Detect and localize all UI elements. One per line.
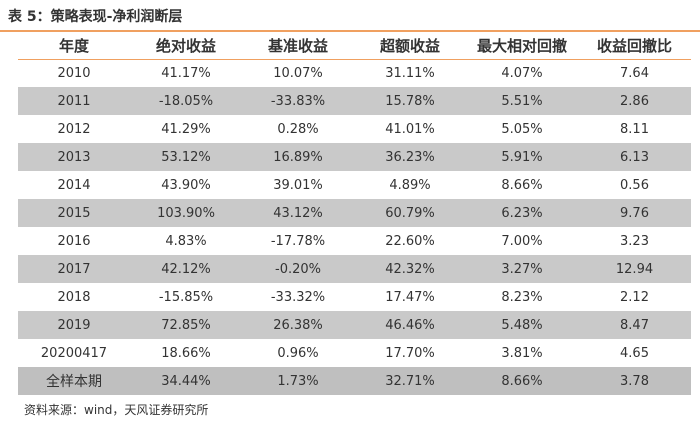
cell-year: 2014 (57, 177, 91, 193)
cell-excess-return: 32.71% (354, 367, 466, 395)
cell-excess-return: 22.60% (385, 233, 435, 249)
table-row: 2014 43.90% 39.01% 4.89% 8.66% 0.56 (18, 171, 691, 199)
header-year: 年度 (18, 32, 130, 60)
cell-return-drawdown-ratio: 3.78 (578, 367, 691, 395)
table-row: 2011 -18.05% -33.83% 15.78% 5.51% 2.86 (18, 87, 691, 115)
cell-benchmark-return: 39.01% (273, 177, 323, 193)
cell-absolute-return: 41.17% (161, 65, 211, 81)
header-max-relative-drawdown: 最大相对回撤 (466, 32, 578, 60)
source-note: 资料来源：wind，天风证券研究所 (24, 403, 209, 417)
cell-year: 2012 (57, 121, 91, 137)
cell-absolute-return: 18.66% (161, 345, 211, 361)
cell-year: 2010 (57, 65, 91, 81)
cell-benchmark-return: 26.38% (242, 311, 354, 339)
cell-return-drawdown-ratio: 4.65 (620, 345, 649, 361)
cell-absolute-return: 41.29% (161, 121, 211, 137)
table-row: 全样本期 34.44% 1.73% 32.71% 8.66% 3.78 (18, 367, 691, 395)
cell-benchmark-return: 10.07% (273, 65, 323, 81)
cell-excess-return: 17.70% (385, 345, 435, 361)
table-row: 2016 4.83% -17.78% 22.60% 7.00% 3.23 (18, 227, 691, 255)
cell-absolute-return: -18.05% (130, 87, 242, 115)
cell-benchmark-return: -0.20% (242, 255, 354, 283)
cell-excess-return: 31.11% (385, 65, 435, 81)
cell-return-drawdown-ratio: 0.56 (620, 177, 649, 193)
table-row: 2015 103.90% 43.12% 60.79% 6.23% 9.76 (18, 199, 691, 227)
cell-max-relative-drawdown: 4.07% (501, 65, 543, 81)
cell-excess-return: 17.47% (385, 289, 435, 305)
cell-max-relative-drawdown: 8.66% (466, 367, 578, 395)
cell-max-relative-drawdown: 3.81% (501, 345, 543, 361)
cell-year: 2013 (18, 143, 130, 171)
cell-max-relative-drawdown: 5.48% (466, 311, 578, 339)
cell-excess-return: 60.79% (354, 199, 466, 227)
cell-absolute-return: 43.90% (161, 177, 211, 193)
cell-excess-return: 41.01% (385, 121, 435, 137)
cell-return-drawdown-ratio: 3.23 (620, 233, 649, 249)
cell-year: 2015 (18, 199, 130, 227)
cell-benchmark-return: 43.12% (242, 199, 354, 227)
cell-max-relative-drawdown: 7.00% (501, 233, 543, 249)
cell-benchmark-return: 16.89% (242, 143, 354, 171)
cell-benchmark-return: 1.73% (242, 367, 354, 395)
cell-benchmark-return: 0.96% (277, 345, 319, 361)
cell-return-drawdown-ratio: 8.47 (578, 311, 691, 339)
cell-year: 2016 (57, 233, 91, 249)
cell-absolute-return: 4.83% (165, 233, 207, 249)
cell-year: 2011 (18, 87, 130, 115)
cell-excess-return: 15.78% (354, 87, 466, 115)
table-row: 2019 72.85% 26.38% 46.46% 5.48% 8.47 (18, 311, 691, 339)
cell-max-relative-drawdown: 6.23% (466, 199, 578, 227)
cell-year: 全样本期 (18, 367, 130, 395)
cell-excess-return: 4.89% (389, 177, 431, 193)
cell-return-drawdown-ratio: 6.13 (578, 143, 691, 171)
cell-return-drawdown-ratio: 7.64 (620, 65, 649, 81)
table-row: 2017 42.12% -0.20% 42.32% 3.27% 12.94 (18, 255, 691, 283)
table-header-row: 年度 绝对收益 基准收益 超额收益 最大相对回撤 收益回撤比 (18, 32, 691, 60)
table-row: 20200417 18.66% 0.96% 17.70% 3.81% 4.65 (18, 339, 691, 367)
cell-return-drawdown-ratio: 9.76 (578, 199, 691, 227)
header-benchmark-return: 基准收益 (242, 32, 354, 60)
cell-return-drawdown-ratio: 8.11 (620, 121, 649, 137)
table-caption: 表 5：策略表现-净利润断层 (8, 9, 183, 25)
cell-benchmark-return: 0.28% (277, 121, 319, 137)
table-row: 2018 -15.85% -33.32% 17.47% 8.23% 2.12 (18, 283, 691, 311)
cell-return-drawdown-ratio: 2.86 (578, 87, 691, 115)
cell-max-relative-drawdown: 5.91% (466, 143, 578, 171)
cell-benchmark-return: -17.78% (270, 233, 326, 249)
cell-max-relative-drawdown: 5.51% (466, 87, 578, 115)
cell-max-relative-drawdown: 3.27% (466, 255, 578, 283)
header-absolute-return: 绝对收益 (130, 32, 242, 60)
cell-year: 20200417 (40, 345, 108, 361)
cell-absolute-return: 103.90% (130, 199, 242, 227)
cell-absolute-return: 34.44% (130, 367, 242, 395)
cell-max-relative-drawdown: 8.23% (501, 289, 543, 305)
header-excess-return: 超额收益 (354, 32, 466, 60)
cell-return-drawdown-ratio: 12.94 (578, 255, 691, 283)
cell-max-relative-drawdown: 8.66% (501, 177, 543, 193)
cell-excess-return: 36.23% (354, 143, 466, 171)
cell-excess-return: 42.32% (354, 255, 466, 283)
cell-excess-return: 46.46% (354, 311, 466, 339)
table-row: 2010 41.17% 10.07% 31.11% 4.07% 7.64 (18, 59, 691, 87)
table-row: 2012 41.29% 0.28% 41.01% 5.05% 8.11 (18, 115, 691, 143)
cell-year: 2019 (18, 311, 130, 339)
header-return-drawdown-ratio: 收益回撤比 (578, 32, 691, 60)
cell-max-relative-drawdown: 5.05% (501, 121, 543, 137)
table-row: 2013 53.12% 16.89% 36.23% 5.91% 6.13 (18, 143, 691, 171)
cell-return-drawdown-ratio: 2.12 (620, 289, 649, 305)
cell-year: 2017 (18, 255, 130, 283)
cell-benchmark-return: -33.32% (270, 289, 326, 305)
header-rule (0, 30, 700, 32)
strategy-performance-table: 年度 绝对收益 基准收益 超额收益 最大相对回撤 收益回撤比 2010 41.17… (18, 32, 691, 395)
cell-absolute-return: 53.12% (130, 143, 242, 171)
cell-absolute-return: -15.85% (158, 289, 214, 305)
cell-absolute-return: 72.85% (130, 311, 242, 339)
cell-benchmark-return: -33.83% (242, 87, 354, 115)
cell-year: 2018 (57, 289, 91, 305)
cell-absolute-return: 42.12% (130, 255, 242, 283)
